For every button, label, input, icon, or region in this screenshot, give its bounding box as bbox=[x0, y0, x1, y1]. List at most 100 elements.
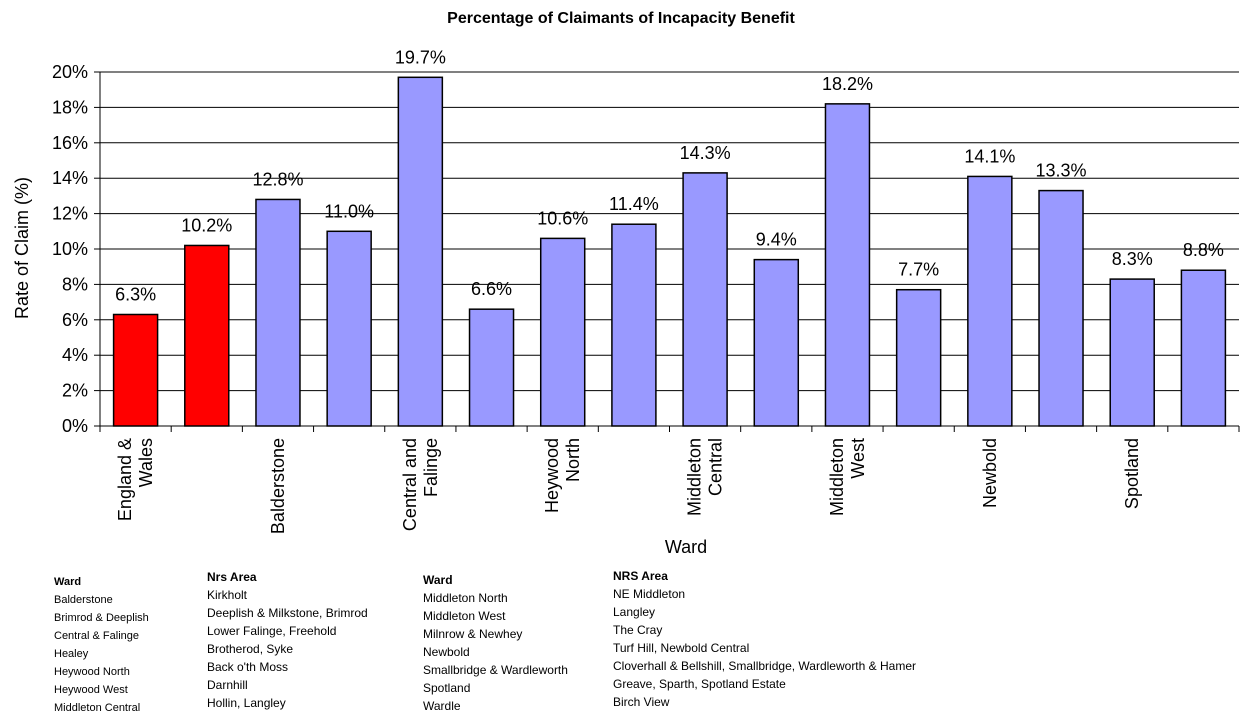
bar bbox=[753, 258, 800, 427]
nrs-area-table-1-row: Darnhill bbox=[207, 678, 248, 692]
nrs-area-table-2-row: Birch View bbox=[613, 695, 670, 709]
x-tick-label-line: Falinge bbox=[421, 438, 441, 497]
bar bbox=[967, 175, 1013, 427]
bar-chart: Percentage of Claimants of Incapacity Be… bbox=[12, 10, 1240, 557]
x-tick-label-line: Spotland bbox=[1122, 438, 1142, 509]
ward-table-2: Ward Middleton North Middleton West Miln… bbox=[423, 571, 568, 715]
ward-table-1-row: Central & Falinge bbox=[54, 630, 139, 642]
y-tick-label: 6% bbox=[62, 310, 88, 330]
x-tick-label: HeywoodNorth bbox=[542, 438, 583, 513]
bar bbox=[682, 172, 728, 427]
bar bbox=[255, 198, 301, 427]
ward-table-1-row: Healey bbox=[54, 648, 89, 660]
nrs-area-table-2-header: NRS Area bbox=[613, 569, 668, 583]
ward-table-1-header: Ward bbox=[54, 576, 82, 588]
y-axis-title: Rate of Claim (%) bbox=[12, 177, 32, 319]
y-tick-label: 18% bbox=[52, 97, 88, 117]
y-tick-label: 20% bbox=[52, 62, 88, 82]
y-tick-label: 16% bbox=[52, 133, 88, 153]
data-label: 10.2% bbox=[181, 215, 232, 235]
x-tick-label-line: England & bbox=[115, 438, 135, 521]
bar bbox=[895, 288, 942, 427]
nrs-area-table-1-row: Kirkholt bbox=[207, 588, 248, 602]
chart-title: Percentage of Claimants of Incapacity Be… bbox=[447, 10, 795, 27]
ward-table-1-row: Brimrod & Deeplish bbox=[54, 612, 149, 624]
bar bbox=[611, 223, 657, 427]
data-label: 7.7% bbox=[898, 260, 939, 280]
data-label: 8.3% bbox=[1112, 249, 1153, 269]
nrs-area-table-1-row: Brotherod, Syke bbox=[207, 642, 294, 656]
nrs-area-table-2-row: Greave, Sparth, Spotland Estate bbox=[613, 677, 786, 691]
bar bbox=[539, 237, 586, 427]
nrs-area-table-1-row: Hollin, Langley bbox=[207, 696, 286, 710]
bar bbox=[184, 244, 230, 427]
data-labels: 6.3% 10.2% 12.8% 11.0% 19.7% 6.6% 10.6% 11.4% 14… bbox=[115, 47, 1224, 304]
x-axis-title: Ward bbox=[665, 537, 707, 557]
ward-table-2-row: Middleton West bbox=[423, 609, 506, 623]
x-tick-labels: England &Wales Balderstone Central andFali… bbox=[115, 438, 1142, 534]
y-tick-label: 4% bbox=[62, 345, 88, 365]
data-label: 8.8% bbox=[1183, 240, 1224, 260]
nrs-area-table-2-row: The Cray bbox=[613, 623, 663, 637]
x-tick-label-line: Wales bbox=[136, 438, 156, 487]
x-tick-label-line: Balderstone bbox=[268, 438, 288, 534]
ward-table-2-row: Spotland bbox=[423, 681, 471, 695]
nrs-area-table-2-row: Cloverhall & Bellshill, Smallbridge, War… bbox=[613, 659, 916, 673]
y-tick-label: 0% bbox=[62, 416, 88, 436]
ward-table-2-row: Newbold bbox=[423, 645, 470, 659]
data-label: 13.3% bbox=[1036, 161, 1087, 181]
x-tick-label: Newbold bbox=[980, 438, 1000, 508]
ward-table-1-row: Heywood North bbox=[54, 666, 130, 678]
bar bbox=[468, 308, 515, 427]
x-tick-label: MiddletonWest bbox=[827, 438, 868, 516]
x-tick-label: Central andFalinge bbox=[400, 438, 441, 531]
ward-table-2-row: Smallbridge & Wardleworth bbox=[423, 663, 568, 677]
x-tick-label: Spotland bbox=[1122, 438, 1142, 509]
bar bbox=[112, 313, 159, 427]
y-tick-label: 8% bbox=[62, 274, 88, 294]
x-tick-label: Balderstone bbox=[268, 438, 288, 534]
data-label: 14.3% bbox=[680, 143, 731, 163]
nrs-area-table-1-row: Lower Falinge, Freehold bbox=[207, 624, 337, 638]
ward-table-1-row: Balderstone bbox=[54, 594, 113, 606]
x-tick-label: MiddletonCentral bbox=[685, 438, 726, 516]
data-label: 19.7% bbox=[395, 47, 446, 67]
y-tick-labels: 0% 2% 4% 6% 8% 10% 12% 14% 16% 18% 20% bbox=[52, 62, 88, 436]
nrs-area-table-2-row: Turf Hill, Newbold Central bbox=[613, 641, 750, 655]
ward-table-1-row: Middleton Central bbox=[54, 702, 141, 714]
data-label: 18.2% bbox=[822, 74, 873, 94]
ward-table-2-row: Wardle bbox=[423, 699, 461, 713]
nrs-area-table-1-row: Back o'th Moss bbox=[207, 660, 288, 674]
bar bbox=[1038, 189, 1084, 427]
data-label: 11.4% bbox=[609, 194, 659, 214]
nrs-area-table-2: NRS Area NE Middleton Langley The Cray T… bbox=[613, 567, 916, 711]
x-tick-label-line: Central bbox=[706, 438, 726, 496]
ward-table-1-row: Heywood West bbox=[54, 684, 128, 696]
x-tick-label-line: North bbox=[563, 438, 583, 482]
data-label: 6.6% bbox=[471, 279, 512, 299]
y-tick-label: 14% bbox=[52, 168, 88, 188]
y-tick-label: 10% bbox=[52, 239, 88, 259]
nrs-area-table-2-row: NE Middleton bbox=[613, 587, 686, 601]
nrs-area-table-1-header: Nrs Area bbox=[207, 570, 257, 584]
x-tick-label-line: Newbold bbox=[980, 438, 1000, 508]
bar bbox=[1109, 278, 1155, 427]
x-tick-label-line: Heywood bbox=[542, 438, 562, 513]
ward-table-2-row: Middleton North bbox=[423, 591, 508, 605]
y-tick-label: 2% bbox=[62, 381, 88, 401]
data-label: 12.8% bbox=[252, 169, 303, 189]
data-label: 10.6% bbox=[537, 208, 588, 228]
x-tick-label: England &Wales bbox=[115, 438, 156, 521]
ward-table-2-header: Ward bbox=[423, 573, 453, 587]
ward-table-1: Ward Balderstone Brimrod & Deeplish Cent… bbox=[54, 573, 149, 717]
bar bbox=[824, 103, 871, 427]
x-tick-label-line: Middleton bbox=[685, 438, 705, 516]
y-tick-label: 12% bbox=[52, 204, 88, 224]
data-label: 14.1% bbox=[964, 146, 1015, 166]
bar bbox=[326, 230, 372, 427]
bar bbox=[397, 76, 444, 427]
nrs-area-table-1: Nrs Area Kirkholt Deeplish & Milkstone, … bbox=[207, 568, 368, 712]
axes bbox=[94, 71, 1240, 432]
bars bbox=[112, 76, 1227, 427]
data-label: 6.3% bbox=[115, 284, 156, 304]
